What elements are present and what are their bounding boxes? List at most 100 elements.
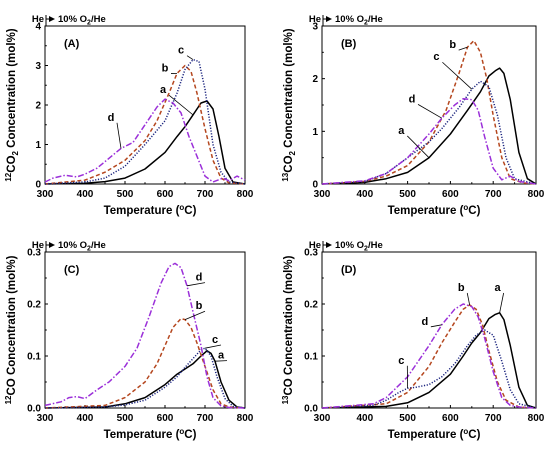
series-line-d — [44, 262, 246, 409]
y-axis-title: 13CO2 Concentration (mol%) — [281, 28, 297, 181]
series-label-a: a — [398, 125, 405, 137]
series-line-b — [44, 317, 246, 409]
x-axis-title: Temperature (oC) — [104, 427, 197, 441]
panel-label: (B) — [341, 38, 357, 50]
series-line-a — [321, 312, 537, 409]
x-tick-label: 400 — [356, 413, 373, 424]
x-tick-label: 400 — [356, 189, 373, 200]
series-line-c — [321, 80, 537, 185]
x-axis-title: Temperature (oC) — [104, 203, 197, 217]
series-line-d — [321, 303, 537, 409]
series-leader-line — [214, 360, 228, 362]
series-label-b: b — [162, 62, 169, 74]
chart-panel: 300 400 500 600 700 800 0.0 0.1 0.2 0.3 Temperatur… — [281, 240, 545, 441]
series-label-c: c — [178, 45, 184, 57]
series-label-b: b — [196, 300, 203, 312]
panel-label: (D) — [341, 264, 357, 276]
y-tick-label: 3 — [312, 22, 318, 33]
series-label-d: d — [196, 272, 203, 284]
x-tick-label: 300 — [37, 413, 54, 424]
x-tick-label: 600 — [442, 189, 459, 200]
y-tick-label: 1 — [312, 127, 318, 138]
series-leader-line — [186, 55, 194, 60]
y-tick-label: 2 — [35, 101, 41, 112]
chart-panel: 300 400 500 600 700 800 0.0 0.1 0.2 0.3 Temperatur… — [4, 240, 254, 441]
y-tick-label: 2 — [312, 74, 318, 85]
y-tick-label: 0.2 — [27, 300, 41, 311]
chart-panel: 300 400 500 600 700 800 0 1 2 3 4 Temperature (oC) 1… — [4, 14, 254, 217]
y-tick-label: 0.0 — [304, 404, 318, 415]
series-line-a — [44, 350, 246, 409]
gas-he-label: He — [32, 240, 44, 251]
series-leader-line — [116, 122, 122, 149]
y-tick-label: 0 — [312, 180, 318, 191]
series-leader-line — [168, 94, 194, 116]
x-tick-label: 800 — [528, 413, 545, 424]
x-tick-label: 500 — [399, 413, 416, 424]
series-leader-line — [186, 282, 206, 287]
series-line-b — [44, 64, 246, 185]
panel-label: (A) — [64, 38, 80, 50]
x-tick-label: 300 — [314, 189, 331, 200]
series-label-d: d — [409, 93, 416, 105]
y-tick-label: 0.3 — [304, 248, 318, 259]
x-tick-label: 800 — [237, 189, 254, 200]
series-label-d: d — [108, 112, 115, 124]
series-line-d — [44, 98, 246, 183]
series-line-c — [44, 347, 246, 409]
series-line-b — [321, 39, 537, 185]
x-tick-label: 500 — [117, 413, 134, 424]
x-tick-label: 600 — [442, 413, 459, 424]
y-tick-label: 0.1 — [27, 352, 41, 363]
x-tick-label: 800 — [237, 413, 254, 424]
y-axis-title: 12CO Concentration (mol%) — [4, 255, 18, 404]
series-leader-line — [407, 135, 430, 158]
series-leader-line — [204, 344, 222, 349]
gas-he-label: He — [309, 14, 321, 25]
gas-he-label: He — [32, 14, 44, 25]
series-leader-line — [442, 61, 473, 90]
gas-o2-label: 10% O2/He — [58, 14, 106, 27]
gas-o2-label: 10% O2/He — [335, 14, 383, 27]
series-leader-line — [430, 324, 442, 328]
x-axis-title: Temperature (oC) — [388, 427, 481, 441]
series-label-b: b — [449, 39, 456, 51]
y-tick-label: 0.3 — [27, 248, 41, 259]
series-label-a: a — [160, 84, 167, 96]
series-label-b: b — [458, 282, 465, 294]
y-tick-label: 4 — [35, 22, 41, 33]
x-tick-label: 400 — [77, 413, 94, 424]
x-axis-title: Temperature (oC) — [388, 203, 481, 217]
x-tick-label: 300 — [314, 413, 331, 424]
gas-o2-label: 10% O2/He — [58, 240, 106, 253]
x-tick-label: 600 — [157, 189, 174, 200]
series-leader-line — [417, 104, 443, 119]
series-line-c — [44, 58, 246, 185]
y-tick-label: 0.1 — [304, 352, 318, 363]
y-axis-title: 13CO Concentration (mol%) — [281, 255, 295, 404]
x-tick-label: 700 — [485, 189, 502, 200]
panel-label: (C) — [64, 264, 80, 276]
x-tick-label: 500 — [117, 189, 134, 200]
gas-o2-label: 10% O2/He — [335, 240, 383, 253]
series-line-a — [321, 67, 537, 185]
y-axis-title: 12CO2 Concentration (mol%) — [4, 28, 20, 181]
x-tick-label: 800 — [528, 189, 545, 200]
series-leader-line — [184, 310, 206, 320]
x-tick-label: 500 — [399, 189, 416, 200]
series-leader-line — [458, 46, 468, 51]
series-line-a — [44, 100, 246, 185]
series-label-d: d — [421, 316, 428, 328]
series-label-c: c — [433, 51, 439, 63]
x-tick-label: 600 — [157, 413, 174, 424]
series-leader-line — [466, 292, 471, 306]
gas-he-label: He — [309, 240, 321, 251]
series-label-a: a — [218, 350, 225, 362]
y-tick-label: 1 — [35, 140, 41, 151]
series-leader-line — [499, 292, 505, 313]
y-tick-label: 0.2 — [304, 300, 318, 311]
series-label-a: a — [495, 282, 502, 294]
y-tick-label: 0.0 — [27, 404, 41, 415]
x-tick-label: 700 — [197, 413, 214, 424]
